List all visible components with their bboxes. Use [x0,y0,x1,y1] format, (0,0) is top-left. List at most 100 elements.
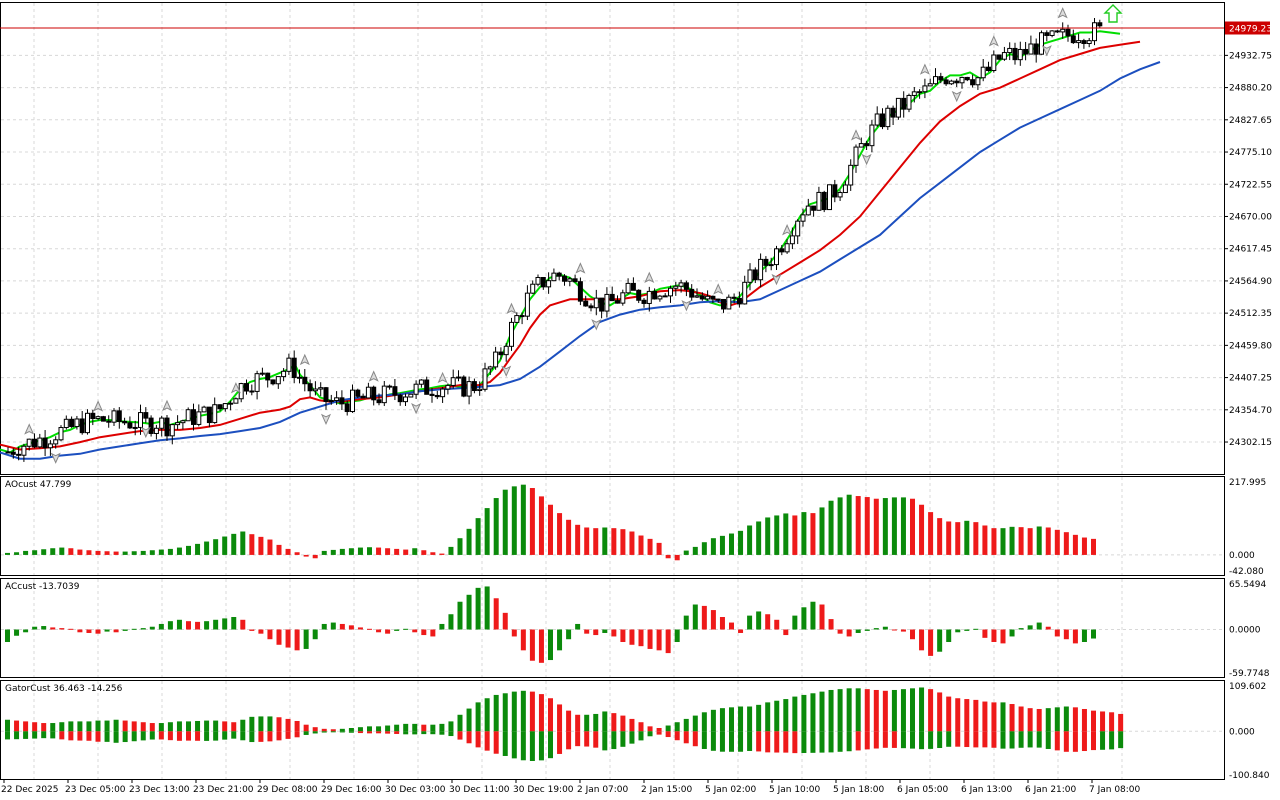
ao-bar [240,531,246,555]
gator-upper-bar [104,720,110,732]
ao-bar [104,551,110,555]
gator-lower-bar [176,731,182,741]
gator-upper-bar [756,704,762,732]
candle-body [1023,48,1029,55]
gator-upper-bar [267,716,273,732]
gator-histogram [5,687,1124,762]
gator-lower-bar [855,731,861,751]
gator-upper-bar [747,706,753,732]
price-axis-label: 24775.10 [1229,148,1272,158]
ac-bar [394,629,400,631]
ao-bar [195,543,201,555]
fractal-down-icon [320,413,332,426]
gator-upper-bar [484,698,490,732]
gator-upper-bar [955,698,961,732]
gator-upper-bar [339,728,345,732]
gator-upper-bar [991,702,997,732]
candle-body [789,235,795,245]
gator-upper-bar [303,724,309,732]
ao-axis-label: 217.995 [1229,478,1266,488]
gator-upper-bar [77,721,83,732]
gator-upper-bar [520,690,526,732]
gator-lower-bar [493,731,499,754]
gator-lower-bar [1072,731,1078,752]
gator-upper-bar [656,728,662,732]
ao-bar [186,545,191,555]
ac-bar [674,629,680,642]
candle-body [69,418,75,428]
ac-bar [113,629,119,633]
ac-bar [231,617,237,630]
candle-body [588,305,594,309]
ao-bar [756,521,762,555]
gator-lower-bar [747,731,753,751]
ac-bar [466,594,472,630]
candle-body [265,372,271,381]
ao-bar [801,512,807,555]
time-axis-label: 23 Dec 13:00 [129,785,190,795]
candle-body [837,192,843,198]
candle-body [360,395,366,399]
gator-lower-bar [919,731,925,750]
gator-lower-bar [1009,731,1015,749]
ao-bar [729,533,734,555]
gator-upper-bar [683,718,689,732]
gator-upper-bar [1000,702,1006,732]
fractal-up-icon [1057,7,1068,19]
panel-frames [0,2,1225,780]
ac-bar [86,629,92,633]
candle-body [530,283,536,294]
price-axis-label: 24407.25 [1229,374,1272,384]
ac-bar [59,628,65,630]
ac-bar [593,629,599,636]
ac-bar [548,629,553,661]
candle-body [657,295,663,300]
candle-body [975,77,981,86]
time-axis-label: 2 Jan 15:00 [641,785,693,795]
gator-lower-bar [756,731,762,752]
candle-body [699,295,705,300]
gator-lower-bar [466,731,472,744]
candle-body [175,422,181,426]
fractal-down-icon [1041,45,1052,57]
gator-lower-bar [511,731,517,759]
ao-bar [828,500,834,555]
candle-body [795,220,801,237]
ac-histogram [5,586,1096,663]
ao-bar [294,552,300,555]
ao-bar [176,547,182,555]
candle-body [127,422,133,429]
fractal-arrows [24,7,1068,464]
gator-lower-bar [303,731,309,735]
gator-lower-bar [529,731,535,762]
candle-body [403,396,408,403]
ao-bar [59,547,65,555]
gator-upper-bar [59,722,65,732]
ao-bar [955,522,961,555]
gator-upper-bar [828,689,834,732]
gator-lower-bar [810,731,816,753]
candle-body [779,248,785,253]
gator-upper-bar [149,723,155,732]
candle-body [858,143,864,148]
ao-bar [557,513,563,555]
candle-body [5,451,11,454]
fractal-down-icon [861,153,872,166]
candle-body [424,379,430,395]
time-axis-label: 30 Dec 11:00 [449,785,510,795]
ac-bar [1063,629,1069,640]
gator-lower-bar [231,731,237,739]
candle-body [16,453,22,456]
gator-lower-bar [846,731,852,752]
gator-lower-bar [729,731,734,752]
ac-bar [783,629,789,636]
ao-bar [439,553,445,555]
gator-upper-bar [719,708,725,732]
candle-body [487,366,493,370]
price-axis-label: 24722.55 [1229,180,1272,190]
candle-body [350,389,355,413]
fractal-up-icon [919,63,930,75]
candle-body [328,400,334,403]
candle-body [736,297,742,305]
